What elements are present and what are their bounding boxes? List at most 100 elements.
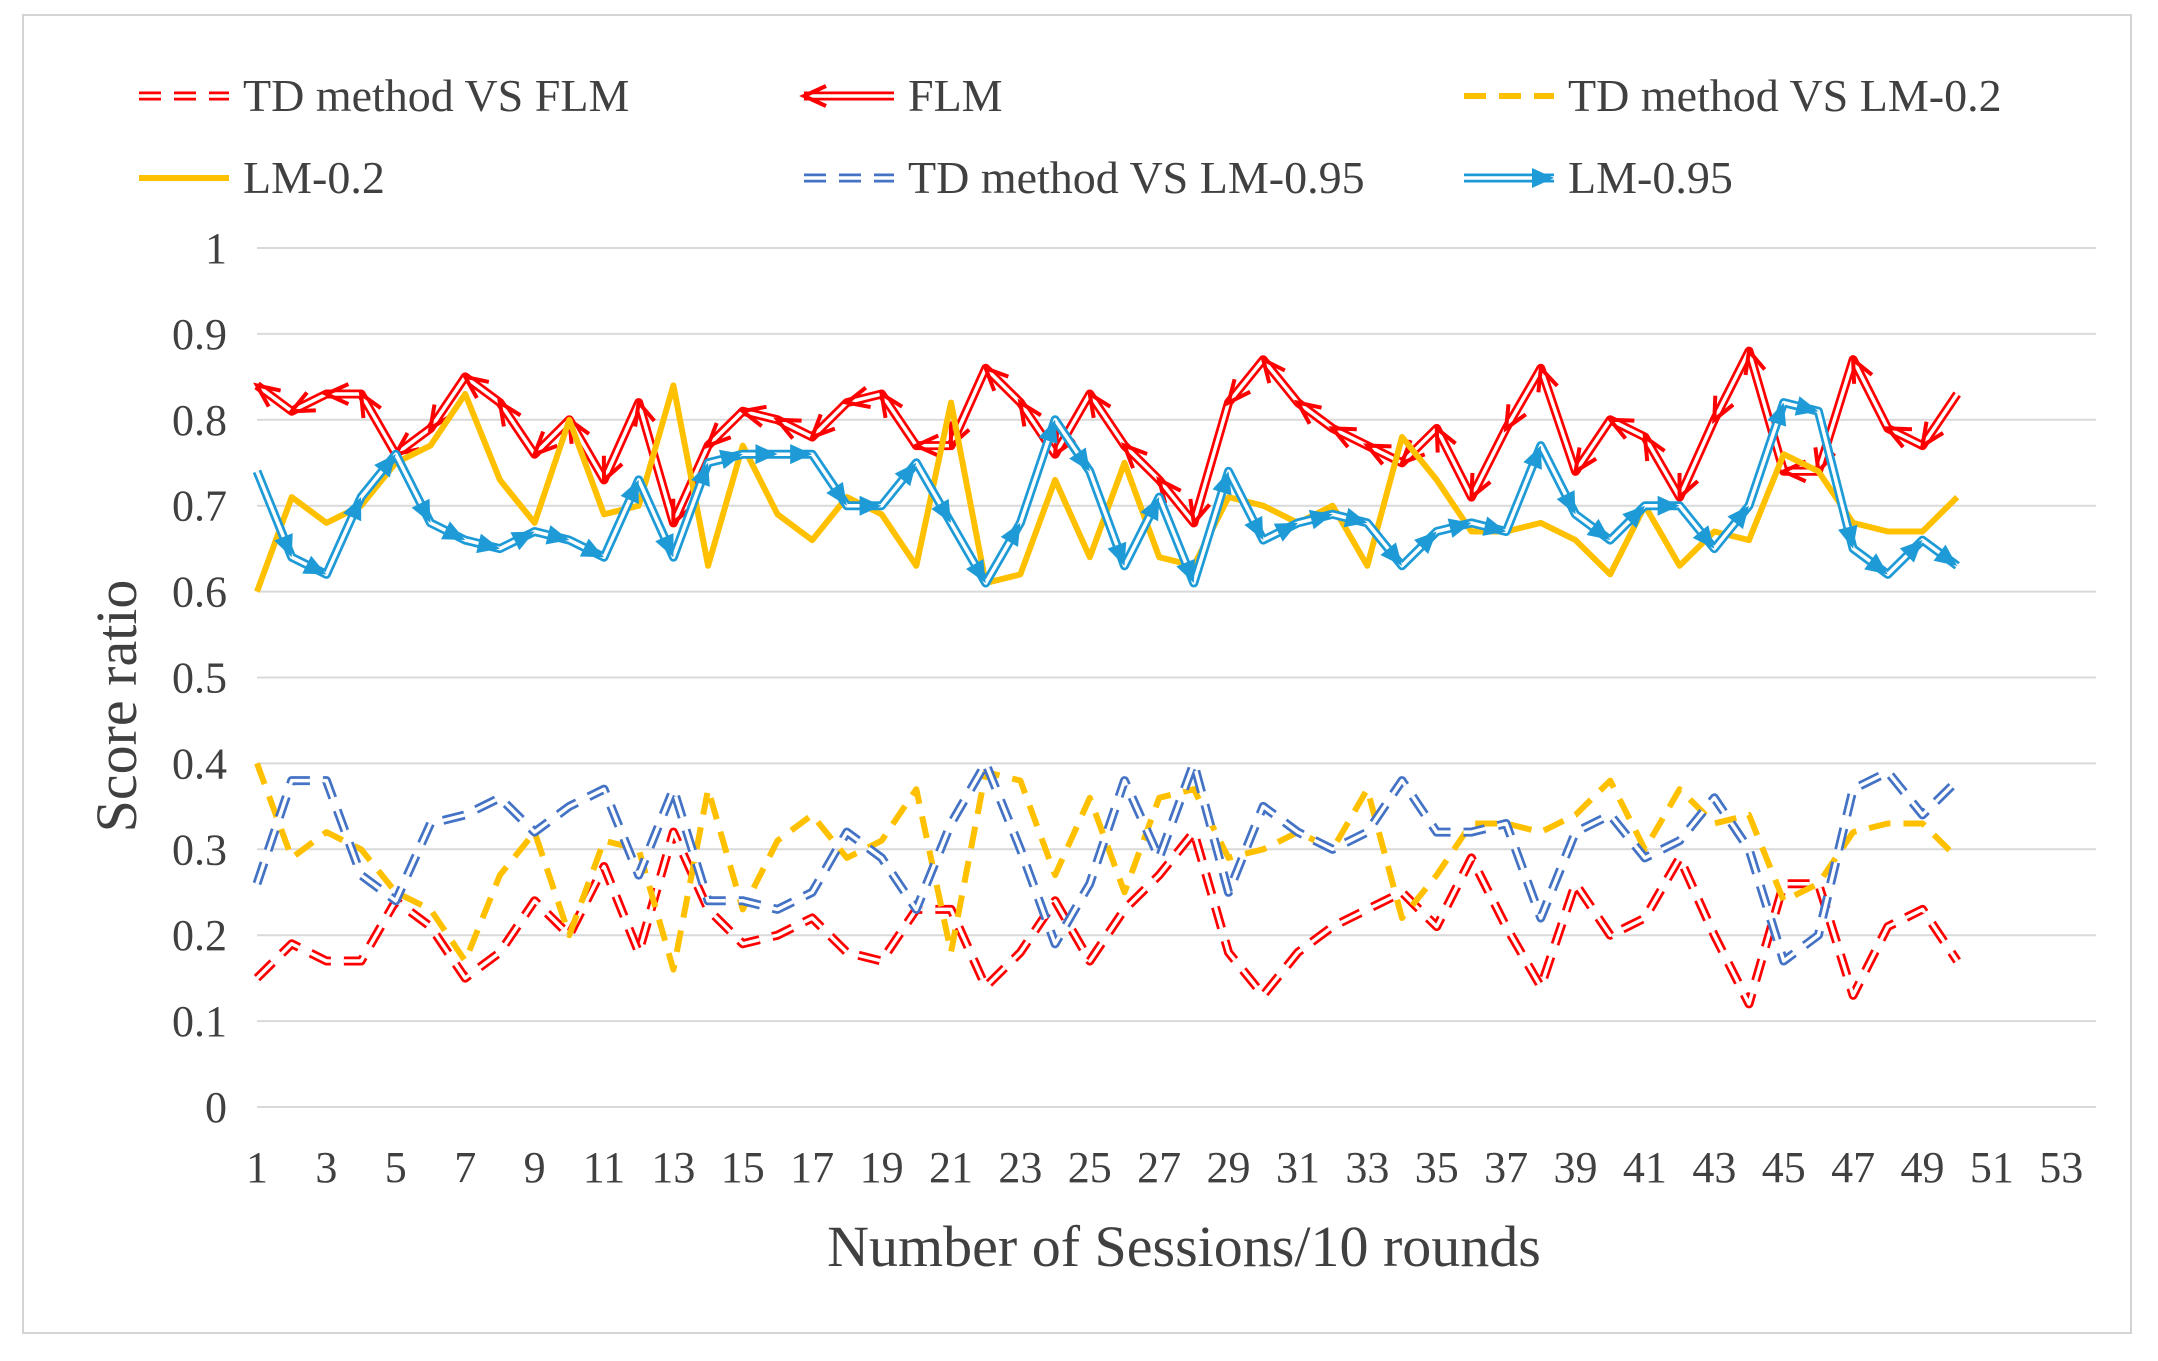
data-point-marker [1212, 471, 1232, 496]
data-point-marker [1244, 515, 1264, 541]
legend: TD method VS FLM FLM TD method VS LM-0.2 LM… [139, 70, 2002, 203]
data-point-marker [287, 391, 316, 414]
legend-label: TD method VS LM-0.2 [1568, 70, 2002, 121]
data-point-marker [1140, 497, 1160, 522]
data-point-marker [633, 397, 656, 427]
data-point-marker [1069, 447, 1090, 472]
data-point-marker [510, 531, 535, 551]
data-point-marker [1038, 419, 1058, 444]
data-point-marker [894, 462, 917, 487]
data-point-marker [1899, 540, 1923, 563]
y-tick-label: 0 [205, 1083, 227, 1132]
data-point-marker [1260, 355, 1286, 384]
data-point-marker [411, 498, 431, 523]
y-tick-label: 0.4 [172, 739, 227, 788]
data-point-marker [1657, 495, 1680, 516]
data-point-marker [1712, 395, 1735, 425]
data-point-marker [1933, 544, 1958, 566]
x-tick-label: 43 [1692, 1143, 1736, 1192]
data-point-marker [719, 449, 743, 470]
data-point-marker [1017, 398, 1042, 427]
data-point-marker [655, 533, 674, 558]
x-tick-label: 17 [790, 1143, 834, 1192]
data-point-marker [1294, 399, 1322, 425]
data-point-marker [790, 444, 813, 465]
data-point-marker [531, 430, 558, 458]
legend-arrow-icon [1532, 168, 1554, 188]
data-point-marker [911, 433, 940, 458]
legend-item: LM-0.2 [139, 152, 385, 203]
data-point-marker [1743, 346, 1767, 376]
data-point-marker [1176, 558, 1195, 584]
data-point-marker [342, 497, 362, 522]
data-point-marker [1447, 518, 1472, 538]
series-td-method-vs-lm-0-95 [252, 758, 1961, 966]
y-axis-ticks: 0 0.1 0.2 0.3 0.4 0.5 0.6 0.7 0.8 0.9 1 [172, 224, 227, 1132]
x-tick-label: 27 [1137, 1143, 1181, 1192]
legend-label: TD method VS FLM [243, 70, 629, 121]
legend-arrow-icon [799, 84, 827, 108]
data-point-marker [1536, 363, 1559, 393]
data-point-marker [1767, 402, 1787, 427]
data-point-marker [461, 373, 490, 399]
data-point-marker [1225, 378, 1252, 407]
gridlines [257, 247, 2096, 1108]
x-tick-label: 51 [1970, 1143, 2014, 1192]
y-tick-label: 0.5 [172, 654, 227, 703]
series-line-inner [255, 349, 1959, 525]
data-point-marker [1380, 542, 1403, 566]
data-point-marker [545, 525, 570, 545]
x-tick-label: 25 [1068, 1143, 1112, 1192]
y-tick-label: 0.3 [172, 825, 227, 874]
x-tick-label: 1 [246, 1143, 268, 1192]
x-axis-ticks: 1 3 5 7 9 11 13 15 17 19 21 23 25 27 29 31 33 35 37 39 41 43 4… [246, 1143, 2083, 1192]
line-chart: 00.10.20.30.40.50.60.70.80.91 1 3 5 7 9 11 13 1… [84, 70, 2096, 1279]
series-td-method-vs-lm-0-2 [254, 762, 1960, 973]
data-point-marker [302, 555, 327, 575]
x-tick-label: 13 [651, 1143, 695, 1192]
data-point-marker [1188, 498, 1212, 528]
y-tick-label: 0.1 [172, 997, 227, 1046]
x-tick-label: 37 [1484, 1143, 1528, 1192]
data-point-marker [982, 364, 1010, 392]
legend-label: LM-0.2 [243, 152, 385, 203]
data-point-marker [1107, 541, 1127, 566]
x-tick-label: 53 [2039, 1143, 2083, 1192]
data-point-marker [1677, 472, 1700, 502]
data-point-marker [1273, 522, 1298, 542]
data-point-marker [579, 538, 604, 558]
data-point-marker [1343, 507, 1368, 528]
data-point-marker [1850, 355, 1874, 384]
legend-item: LM-0.95 [1464, 152, 1733, 203]
legend-item: TD method VS LM-0.95 [804, 152, 1365, 203]
data-point-marker [931, 498, 951, 523]
y-tick-label: 0.7 [172, 482, 227, 531]
x-tick-label: 35 [1415, 1143, 1459, 1192]
y-tick-label: 0.6 [172, 568, 227, 617]
series-line [254, 762, 1960, 973]
data-point-marker [1414, 531, 1437, 555]
data-point-marker [374, 454, 396, 478]
y-tick-label: 1 [205, 224, 227, 273]
x-tick-label: 3 [315, 1143, 337, 1192]
data-point-marker [1000, 522, 1021, 547]
data-point-marker [1434, 424, 1457, 453]
data-point-marker [704, 422, 732, 449]
data-point-marker [1838, 524, 1858, 549]
x-tick-label: 31 [1276, 1143, 1320, 1192]
data-point-marker [773, 417, 802, 440]
legend-label: LM-0.95 [1568, 152, 1733, 203]
x-tick-label: 29 [1207, 1143, 1251, 1192]
data-point-marker [755, 444, 778, 465]
data-point-marker [842, 386, 871, 410]
x-tick-label: 41 [1623, 1143, 1667, 1192]
data-point-marker [1586, 518, 1611, 541]
legend-item: TD method VS FLM [139, 70, 629, 121]
y-tick-label: 0.8 [172, 396, 227, 445]
data-point-marker [1308, 509, 1333, 530]
data-point-marker [826, 481, 847, 506]
data-point-marker [1556, 490, 1576, 515]
data-point-marker [1919, 421, 1945, 450]
data-point-marker [738, 404, 767, 428]
legend-item: FLM [799, 70, 1003, 121]
